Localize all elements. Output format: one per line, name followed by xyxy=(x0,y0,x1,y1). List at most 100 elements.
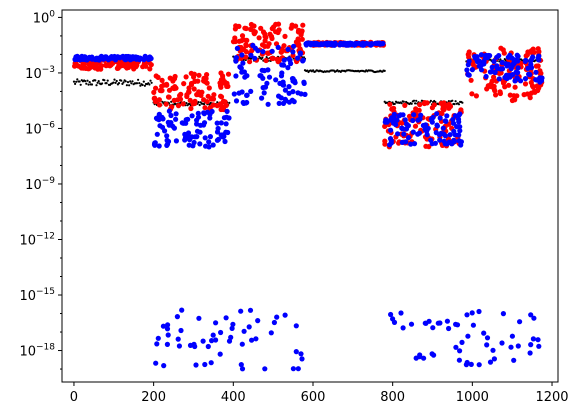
data-point-blue xyxy=(164,141,171,147)
data-point-red xyxy=(295,38,301,45)
data-point-red xyxy=(468,77,474,83)
data-point-red xyxy=(493,92,499,98)
data-point-blue xyxy=(411,112,417,118)
data-point-blue xyxy=(509,62,516,68)
data-point-blue xyxy=(415,131,421,137)
data-point-blue-low xyxy=(491,356,497,362)
data-point-blue-low xyxy=(174,314,180,320)
data-point-blue xyxy=(239,69,245,75)
data-point-blue xyxy=(400,126,406,132)
data-point-red xyxy=(232,35,238,41)
data-point-blue xyxy=(457,111,463,117)
data-point-blue-low xyxy=(161,363,167,369)
data-point-red xyxy=(205,93,211,99)
data-point-black xyxy=(185,102,188,105)
data-point-red xyxy=(90,63,96,69)
data-point-black xyxy=(101,82,104,85)
data-point-red xyxy=(534,83,540,89)
data-point-red xyxy=(187,97,193,103)
data-point-blue xyxy=(259,95,265,101)
y-tick-label: 10−15 xyxy=(19,287,55,304)
data-point-blue xyxy=(447,132,453,138)
data-point-red xyxy=(243,54,249,60)
data-point-blue xyxy=(154,131,160,137)
data-point-red xyxy=(399,120,405,126)
data-point-red xyxy=(76,63,82,69)
data-point-blue-low xyxy=(164,326,171,332)
data-point-red xyxy=(466,49,472,55)
data-point-blue-low xyxy=(175,336,181,342)
data-point-red xyxy=(252,29,258,35)
data-point-black xyxy=(138,82,141,85)
data-point-red xyxy=(171,76,178,82)
data-point-black xyxy=(130,82,133,85)
x-tick-label: 1000 xyxy=(456,390,489,405)
data-point-blue xyxy=(403,126,410,132)
data-point-blue xyxy=(286,99,292,105)
data-point-red xyxy=(387,101,393,107)
data-point-red xyxy=(521,92,527,98)
data-point-blue xyxy=(522,76,529,82)
data-point-red xyxy=(473,93,479,99)
data-point-blue xyxy=(291,43,297,49)
data-point-black xyxy=(125,84,128,87)
data-point-blue xyxy=(166,108,172,114)
data-point-red xyxy=(85,66,92,72)
data-point-blue xyxy=(207,115,213,121)
data-point-red xyxy=(529,83,536,89)
data-point-blue-low xyxy=(435,320,441,326)
data-point-blue-low xyxy=(391,319,398,325)
data-point-black xyxy=(198,103,201,107)
data-point-blue-low xyxy=(422,320,428,326)
data-point-blue xyxy=(145,56,152,62)
data-point-blue xyxy=(269,48,275,54)
data-point-red xyxy=(506,82,512,88)
data-point-red xyxy=(96,65,102,71)
data-point-black xyxy=(451,99,454,102)
data-point-red xyxy=(426,144,432,150)
data-point-black xyxy=(383,69,386,72)
data-point-blue xyxy=(234,45,240,52)
data-point-blue-low xyxy=(490,347,496,353)
data-point-blue xyxy=(248,52,254,59)
data-point-blue-low xyxy=(165,322,171,328)
data-point-blue-low xyxy=(200,338,206,344)
data-point-red xyxy=(202,79,208,85)
data-point-blue-low xyxy=(193,362,199,368)
data-point-blue xyxy=(281,57,287,63)
data-point-blue xyxy=(285,65,291,71)
data-point-red xyxy=(522,81,529,87)
data-point-red xyxy=(158,88,164,94)
data-point-blue xyxy=(185,116,191,122)
data-point-black xyxy=(454,100,457,103)
data-point-blue xyxy=(117,54,123,60)
data-point-red xyxy=(485,83,491,89)
data-point-red xyxy=(184,93,190,100)
data-point-blue xyxy=(436,132,443,138)
y-tick-label: 10−12 xyxy=(19,231,55,248)
data-point-blue xyxy=(513,69,519,75)
data-point-blue-low xyxy=(517,319,523,325)
data-point-blue xyxy=(512,78,518,84)
data-point-blue-low xyxy=(176,343,182,349)
axes-frame xyxy=(61,9,559,383)
data-point-red xyxy=(140,64,146,70)
data-point-red xyxy=(262,38,268,44)
data-point-red xyxy=(211,92,217,98)
data-point-blue xyxy=(233,98,240,104)
data-point-blue-low xyxy=(229,325,235,331)
data-point-blue xyxy=(483,73,489,80)
data-point-blue-low xyxy=(239,366,246,372)
data-point-blue-low xyxy=(453,321,459,327)
data-point-black xyxy=(128,84,131,87)
data-point-blue xyxy=(522,58,528,64)
data-point-red xyxy=(183,74,189,80)
data-point-blue-low xyxy=(536,343,542,349)
data-point-black xyxy=(96,81,99,84)
data-point-black xyxy=(85,82,88,85)
x-tick-label: 0 xyxy=(70,390,78,405)
data-point-red xyxy=(244,37,250,44)
data-point-blue xyxy=(214,129,221,135)
data-point-blue xyxy=(536,53,542,59)
